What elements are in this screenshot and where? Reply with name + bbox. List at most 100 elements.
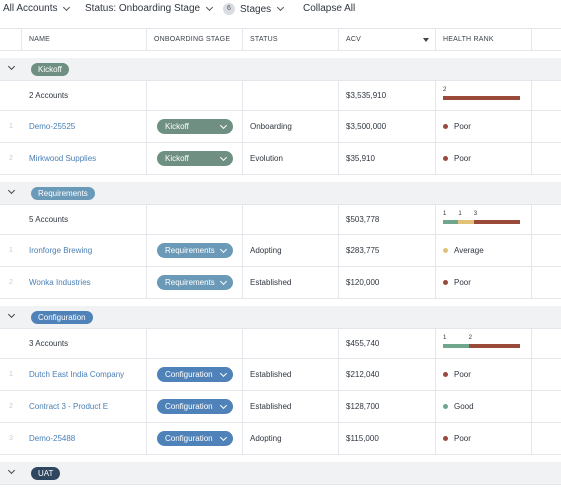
health-bar-segment-count: 1 bbox=[458, 210, 462, 217]
onboarding-stage-dropdown[interactable]: Configuration bbox=[157, 367, 233, 382]
sort-descending-icon[interactable] bbox=[423, 38, 429, 42]
chevron-down-icon bbox=[63, 3, 71, 11]
status-value: Onboarding bbox=[250, 122, 292, 131]
chevron-down-icon[interactable] bbox=[7, 186, 16, 195]
status-filter-dropdown[interactable]: Status: Onboarding Stage bbox=[85, 3, 214, 14]
health-status-dot-icon bbox=[443, 372, 448, 377]
summary-accounts-cell: 3 Accounts bbox=[22, 329, 147, 358]
health-rank-cell: Average bbox=[436, 235, 532, 266]
column-header-acv-label: ACV bbox=[346, 36, 361, 43]
collapse-all-label: Collapse All bbox=[303, 3, 356, 14]
account-name-link[interactable]: Demo-25488 bbox=[29, 434, 76, 443]
health-bar-segment bbox=[473, 219, 520, 224]
health-status-dot-icon bbox=[443, 404, 448, 409]
table-row[interactable]: 2 Mirkwood Supplies Kickoff Evolution $35,91… bbox=[0, 143, 561, 175]
status-cell: Adopting bbox=[243, 235, 339, 266]
health-status-dot-icon bbox=[443, 280, 448, 285]
row-number-cell: 3 bbox=[0, 423, 22, 454]
summary-accounts-count: 2 Accounts bbox=[29, 91, 69, 100]
health-bar-labels: 2 bbox=[443, 87, 520, 95]
account-name-link[interactable]: Contract 3 - Product E bbox=[29, 402, 109, 411]
account-name-link[interactable]: Demo-25525 bbox=[29, 122, 76, 131]
row-number: 2 bbox=[9, 403, 13, 410]
account-name-link[interactable]: Dutch East India Company bbox=[29, 370, 125, 379]
onboarding-stage-dropdown[interactable]: Kickoff bbox=[157, 151, 233, 166]
table-row[interactable]: 2 Contract 3 - Product E Configuration Esta… bbox=[0, 391, 561, 423]
onboarding-stage-dropdown[interactable]: Configuration bbox=[157, 399, 233, 414]
row-number-cell: 1 bbox=[0, 111, 22, 142]
row-number: 1 bbox=[9, 247, 13, 254]
chevron-down-icon[interactable] bbox=[7, 310, 16, 319]
health-rank-cell: Poor bbox=[436, 423, 532, 454]
row-number-cell: 1 bbox=[0, 359, 22, 390]
account-name-link[interactable]: Ironforge Brewing bbox=[29, 246, 93, 255]
summary-status-cell bbox=[243, 81, 339, 110]
stage-pill-label: Configuration bbox=[165, 434, 213, 443]
acv-cell: $212,040 bbox=[339, 359, 436, 390]
health-rank-value: Average bbox=[454, 246, 484, 255]
group-header[interactable]: UAT bbox=[0, 462, 561, 485]
summary-acv-cell: $455,740 bbox=[339, 329, 436, 358]
row-number: 2 bbox=[9, 155, 13, 162]
chevron-down-icon bbox=[277, 3, 285, 12]
group-header[interactable]: Kickoff bbox=[0, 58, 561, 81]
health-bar-segment bbox=[458, 219, 474, 224]
column-header-acv[interactable]: ACV bbox=[339, 29, 436, 51]
summary-health-cell: 2 bbox=[436, 81, 532, 110]
acv-cell: $3,500,000 bbox=[339, 111, 436, 142]
table-row[interactable]: 1 Dutch East India Company Configuration Es… bbox=[0, 359, 561, 391]
summary-acv-total: $503,778 bbox=[346, 215, 380, 224]
column-header-onboarding-stage[interactable]: ONBOARDING STAGE bbox=[147, 29, 243, 51]
table-row[interactable]: 3 Demo-25488 Configuration Adopting $115,000… bbox=[0, 423, 561, 455]
summary-status-cell bbox=[243, 329, 339, 358]
table-row[interactable]: 1 Ironforge Brewing Requirements Adopting $2… bbox=[0, 235, 561, 267]
onboarding-stage-cell: Configuration bbox=[147, 359, 243, 390]
health-rank-cell: Good bbox=[436, 391, 532, 422]
group-stage-pill: Kickoff bbox=[31, 63, 69, 76]
column-header-health-rank[interactable]: HEALTH RANK bbox=[436, 29, 532, 51]
column-header-status[interactable]: STATUS bbox=[243, 29, 339, 51]
acv-value: $3,500,000 bbox=[346, 122, 387, 131]
row-number: 1 bbox=[9, 123, 13, 130]
row-number-cell: 2 bbox=[0, 391, 22, 422]
group-stage-pill: Configuration bbox=[31, 311, 93, 324]
health-rank-cell: Poor bbox=[436, 143, 532, 174]
stage-pill-label: Configuration bbox=[165, 370, 213, 379]
onboarding-stage-cell: Requirements bbox=[147, 267, 243, 298]
summary-accounts-count: 5 Accounts bbox=[29, 215, 69, 224]
group-summary-row: 2 Accounts $3,535,910 2 bbox=[0, 81, 561, 111]
group-header[interactable]: Configuration bbox=[0, 306, 561, 329]
onboarding-stage-cell: Kickoff bbox=[147, 111, 243, 142]
row-number-cell bbox=[0, 205, 22, 234]
acv-cell: $120,000 bbox=[339, 267, 436, 298]
account-name-cell: Demo-25525 bbox=[22, 111, 147, 142]
stage-pill-label: Kickoff bbox=[165, 122, 189, 131]
health-bar-segment-count: 2 bbox=[468, 334, 472, 341]
account-name-cell: Wonka Industries bbox=[22, 267, 147, 298]
onboarding-stage-dropdown[interactable]: Kickoff bbox=[157, 119, 233, 134]
health-bar-segment bbox=[443, 95, 520, 100]
row-number: 3 bbox=[9, 435, 13, 442]
group-header[interactable]: Requirements bbox=[0, 182, 561, 205]
account-name-link[interactable]: Mirkwood Supplies bbox=[29, 154, 97, 163]
stages-dropdown[interactable]: 6 Stages bbox=[223, 3, 285, 15]
onboarding-stage-dropdown[interactable]: Requirements bbox=[157, 275, 233, 290]
table-row[interactable]: 1 Demo-25525 Kickoff Onboarding $3,500,000 Po… bbox=[0, 111, 561, 143]
health-bar-segment-count: 2 bbox=[443, 86, 447, 93]
health-rank-value: Good bbox=[454, 402, 474, 411]
table-row[interactable]: 2 Wonka Industries Requirements Established… bbox=[0, 267, 561, 299]
chevron-down-icon[interactable] bbox=[7, 466, 16, 475]
health-bar-segment-count: 3 bbox=[473, 210, 478, 217]
onboarding-stage-dropdown[interactable]: Configuration bbox=[157, 431, 233, 446]
stage-pill-label: Configuration bbox=[165, 402, 213, 411]
collapse-all-button[interactable]: Collapse All bbox=[303, 3, 355, 14]
acv-value: $35,910 bbox=[346, 154, 375, 163]
stage-pill-label: Kickoff bbox=[165, 154, 189, 163]
account-name-link[interactable]: Wonka Industries bbox=[29, 278, 91, 287]
column-header-name[interactable]: NAME bbox=[22, 29, 147, 51]
chevron-down-icon[interactable] bbox=[7, 62, 16, 71]
all-accounts-dropdown[interactable]: All Accounts bbox=[3, 3, 71, 14]
health-bar-labels: 1 1 3 bbox=[443, 211, 520, 219]
health-bar-segment bbox=[468, 343, 520, 348]
onboarding-stage-dropdown[interactable]: Requirements bbox=[157, 243, 233, 258]
